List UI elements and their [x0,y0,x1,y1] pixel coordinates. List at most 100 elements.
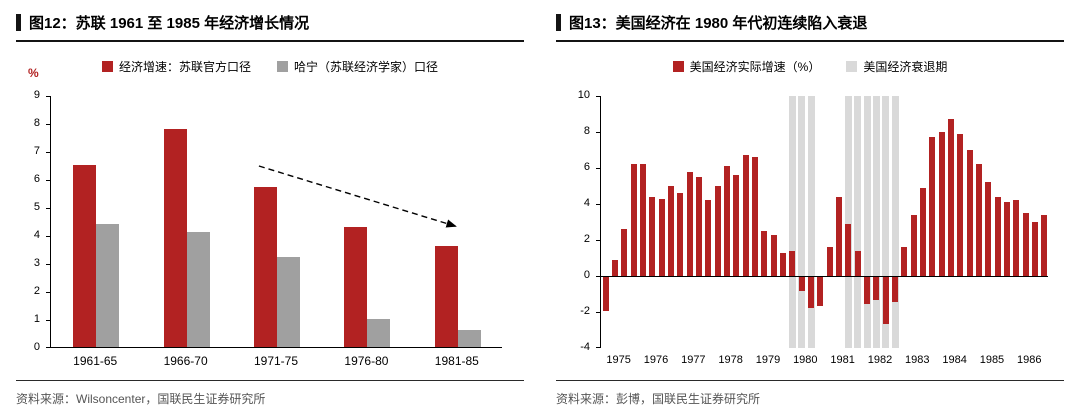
bar-us-gdp-growth [873,277,880,300]
bar-khanin-estimate [96,224,119,347]
bar-soviet-official [435,246,458,347]
bar-soviet-official [164,129,187,347]
legend-item-us-growth: 美国经济实际增速（%） [672,58,820,75]
figure-13-title-row: 图13：美国经济在 1980 年代初连续陷入衰退 [556,12,1064,33]
bar-us-gdp-growth [612,260,618,276]
legend-swatch-khanin [277,61,288,72]
bar-us-gdp-growth [1041,215,1048,276]
y-tick-mark [46,236,51,237]
x-year-label: 1981 [830,354,855,366]
bar-us-gdp-growth [640,164,646,276]
y-tick-label: 0 [33,341,40,353]
y-tick-label: 7 [33,145,40,157]
x-year-label: 1984 [942,354,967,366]
y-tick-mark [596,132,601,133]
bar-us-gdp-growth [602,277,609,311]
y-tick-mark [596,168,601,169]
title-marker-icon [556,14,561,31]
bar-us-gdp-growth [826,247,833,276]
y-tick-label: 1 [33,313,40,325]
soviet-x-axis-labels: 1961-65 1966-70 1971-75 1976-80 1981-85 [50,354,502,368]
bar-us-gdp-growth [798,277,805,291]
soviet-y-axis: 9 8 7 6 5 4 3 2 1 0 [0,89,46,353]
y-tick-mark [596,240,601,241]
y-tick-label: 4 [583,197,590,209]
bar-us-gdp-growth [994,197,1001,276]
y-tick-mark [46,96,51,97]
bar-us-gdp-growth [854,251,861,276]
y-tick-mark [46,320,51,321]
x-year-label: 1986 [1017,354,1042,366]
figure-13-source-rule [556,380,1064,381]
bar-us-gdp-growth [705,200,712,276]
bar-us-gdp-growth [780,253,786,276]
recession-band-stripe [872,96,880,348]
y-tick-label: 8 [33,117,40,129]
bar-us-gdp-growth [677,193,684,276]
bar-us-gdp-growth [1013,200,1020,276]
y-tick-mark [46,292,51,293]
bar-us-gdp-growth [733,175,740,276]
recession-band-stripe [863,96,871,348]
bar-us-gdp-growth [724,166,730,276]
recession-band-stripe [807,96,815,348]
bar-us-gdp-growth [649,197,656,276]
x-category-label: 1971-75 [253,354,299,368]
soviet-plot-area [46,96,502,348]
y-tick-mark [46,347,51,348]
legend-item-recession: 美国经济衰退期 [846,58,947,75]
bar-us-gdp-growth [696,177,702,276]
us-x-axis-labels: 1975 1976 1977 1978 1979 1980 1981 1982 1983 1984… [600,354,1048,366]
figure-13-panel: 图13：美国经济在 1980 年代初连续陷入衰退 美国经济实际增速（%） 美国经… [540,0,1080,420]
title-marker-icon [16,14,21,31]
bar-us-gdp-growth [901,247,908,276]
y-tick-mark [596,204,601,205]
x-category-label: 1961-65 [73,354,118,368]
bar-khanin-estimate [277,257,300,347]
bar-us-gdp-growth [686,172,693,276]
x-year-label: 1977 [681,354,706,366]
y-tick-label: 3 [33,257,40,269]
y-tick-label: 5 [33,201,40,213]
bar-us-gdp-growth [752,157,758,276]
bar-us-gdp-growth [668,186,674,276]
legend-swatch-us-growth [672,61,684,72]
recession-band-stripe [854,96,862,348]
bar-soviet-official [73,165,96,347]
figure-12-title-row: 图12：苏联 1961 至 1985 年经济增长情况 [16,12,524,33]
bar-us-gdp-growth [789,251,796,276]
y-tick-label: -2 [580,305,590,317]
x-category-label: 1981-85 [434,354,479,368]
y-tick-mark [46,124,51,125]
bar-us-gdp-growth [808,277,814,308]
bar-us-gdp-growth [948,119,954,276]
legend-swatch-recession [846,61,858,72]
bar-us-gdp-growth [938,132,945,276]
y-tick-label: 6 [33,173,40,185]
bar-us-gdp-growth [658,199,665,276]
x-year-label: 1979 [755,354,781,366]
bar-soviet-official [254,187,277,347]
y-tick-mark [46,180,51,181]
bar-us-gdp-growth [966,150,973,276]
recession-band-stripe [891,96,899,348]
figure-13-title-rule [556,40,1064,42]
bar-us-gdp-growth [882,277,889,324]
x-year-label: 1983 [905,354,930,366]
figure-12-source-rule [16,380,524,381]
y-tick-label: 4 [33,229,40,241]
y-tick-label: 0 [583,269,590,281]
recession-band-stripe [844,96,852,348]
bar-us-gdp-growth [1022,213,1029,276]
y-tick-label: -4 [580,341,590,353]
y-tick-mark [46,264,51,265]
legend-label-khanin: 哈宁（苏联经济学家）口径 [294,60,439,74]
bar-us-gdp-growth [1004,202,1010,276]
bar-us-gdp-growth [1032,222,1038,276]
x-category-label: 1976-80 [344,354,389,368]
recession-band-stripe [882,96,890,348]
bar-us-gdp-growth [976,164,982,276]
bar-us-gdp-growth [845,224,852,276]
y-tick-mark [596,312,601,313]
x-year-label: 1975 [606,354,631,366]
